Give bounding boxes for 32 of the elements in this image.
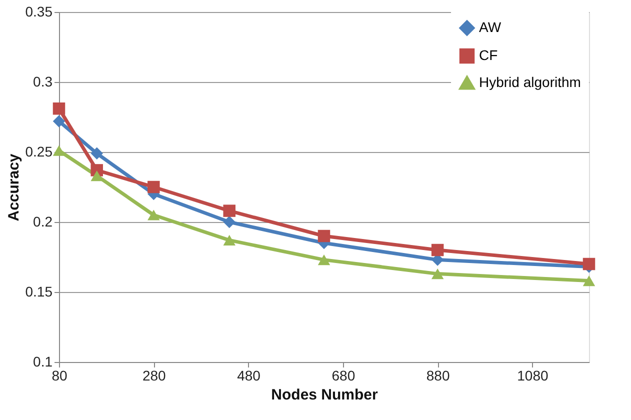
point bbox=[223, 216, 236, 228]
y-tick-label: 0.2 bbox=[33, 214, 53, 230]
x-tick-label: 480 bbox=[237, 368, 261, 384]
point bbox=[52, 115, 66, 128]
x-tick-label: 80 bbox=[52, 368, 68, 384]
y-tick-label: 0.25 bbox=[25, 144, 53, 160]
point bbox=[52, 102, 66, 115]
x-axis-title: Nodes Number bbox=[271, 386, 378, 404]
point bbox=[148, 210, 160, 220]
x-tick-label: 1080 bbox=[517, 368, 548, 384]
legend-label: CF bbox=[479, 47, 498, 63]
point bbox=[90, 147, 103, 160]
point bbox=[52, 145, 66, 156]
y-tick-label: 0.3 bbox=[33, 74, 53, 90]
x-tick-label: 280 bbox=[142, 368, 166, 384]
point bbox=[223, 234, 236, 246]
y-tick-label: 0.1 bbox=[33, 354, 53, 370]
legend-label: AW bbox=[479, 19, 502, 35]
point bbox=[431, 244, 444, 256]
x-tick-label: 680 bbox=[332, 368, 356, 384]
point bbox=[318, 230, 330, 242]
y-tick-label: 0.15 bbox=[25, 284, 53, 300]
legend-label: Hybrid algorithm bbox=[479, 74, 581, 90]
point bbox=[431, 268, 444, 280]
point bbox=[318, 254, 330, 266]
point bbox=[90, 170, 103, 182]
point bbox=[148, 180, 160, 194]
point bbox=[223, 204, 236, 217]
point bbox=[582, 275, 596, 286]
y-tick-label: 0.35 bbox=[25, 4, 53, 20]
y-axis-title: Accuracy bbox=[5, 153, 22, 222]
x-tick-label: 880 bbox=[426, 368, 450, 384]
